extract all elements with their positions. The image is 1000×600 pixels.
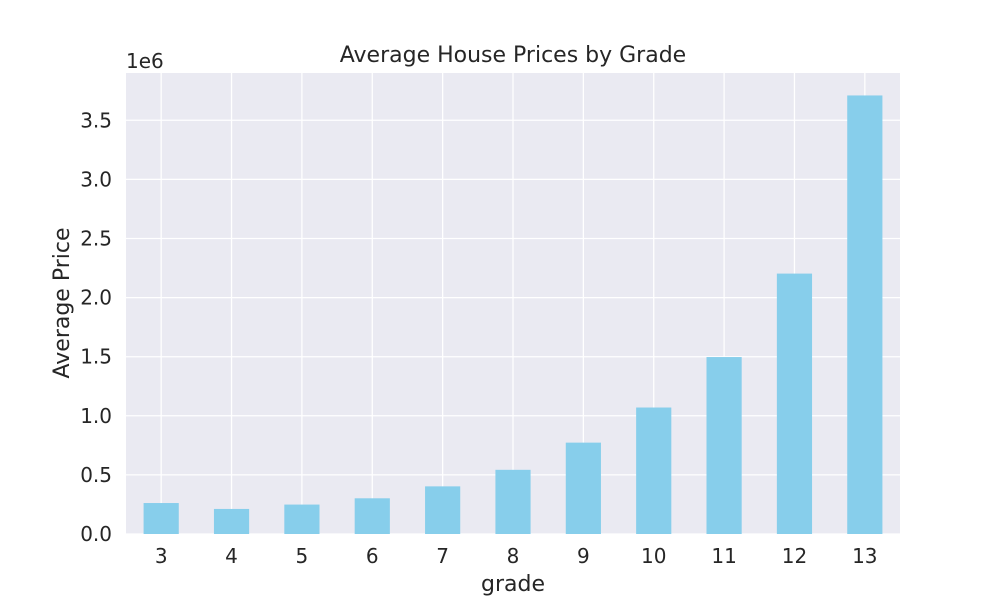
- x-tick-label: 13: [852, 544, 877, 568]
- x-tick-label: 9: [577, 544, 590, 568]
- y-tick-label: 0.0: [80, 522, 112, 546]
- y-tick-label: 3.0: [80, 167, 112, 191]
- bar-grade-13: [847, 95, 883, 534]
- x-tick-label: 6: [366, 544, 379, 568]
- x-tick-label: 12: [782, 544, 807, 568]
- y-tick-label: 2.5: [80, 226, 112, 250]
- bar-grade-5: [284, 504, 320, 534]
- bar-grade-8: [495, 469, 531, 534]
- bar-grade-4: [213, 508, 250, 534]
- bar-grade-6: [354, 498, 390, 534]
- bar-grade-7: [425, 486, 461, 534]
- bar-grade-12: [776, 273, 813, 534]
- y-tick-label: 1.0: [80, 404, 112, 428]
- x-tick-label: 10: [641, 544, 666, 568]
- y-tick-labels: 0.0 0.5 1.0 1.5 2.0 2.5 3.0 3.5: [80, 108, 112, 546]
- x-tick-labels: 3 4 5 6 7 8 9 10 11 12 13: [155, 544, 878, 568]
- x-tick-label: 11: [711, 544, 736, 568]
- x-tick-label: 5: [296, 544, 309, 568]
- bar-grade-9: [565, 442, 601, 534]
- y-axis-label: Average Price: [50, 227, 75, 378]
- x-tick-label: 8: [507, 544, 520, 568]
- x-tick-label: 7: [436, 544, 449, 568]
- y-tick-label: 1.5: [80, 345, 112, 369]
- bar-grade-3: [143, 503, 179, 534]
- x-axis-label: grade: [481, 572, 545, 597]
- chart-title: Average House Prices by Grade: [340, 43, 686, 68]
- x-tick-label: 4: [225, 544, 238, 568]
- bar-grade-11: [706, 357, 742, 534]
- y-tick-label: 0.5: [80, 463, 112, 487]
- y-offset-label: 1e6: [126, 49, 164, 73]
- y-tick-label: 3.5: [80, 108, 112, 132]
- y-tick-label: 2.0: [80, 286, 112, 310]
- bars: [143, 95, 883, 534]
- bar-grade-10: [636, 407, 672, 534]
- x-tick-label: 3: [155, 544, 168, 568]
